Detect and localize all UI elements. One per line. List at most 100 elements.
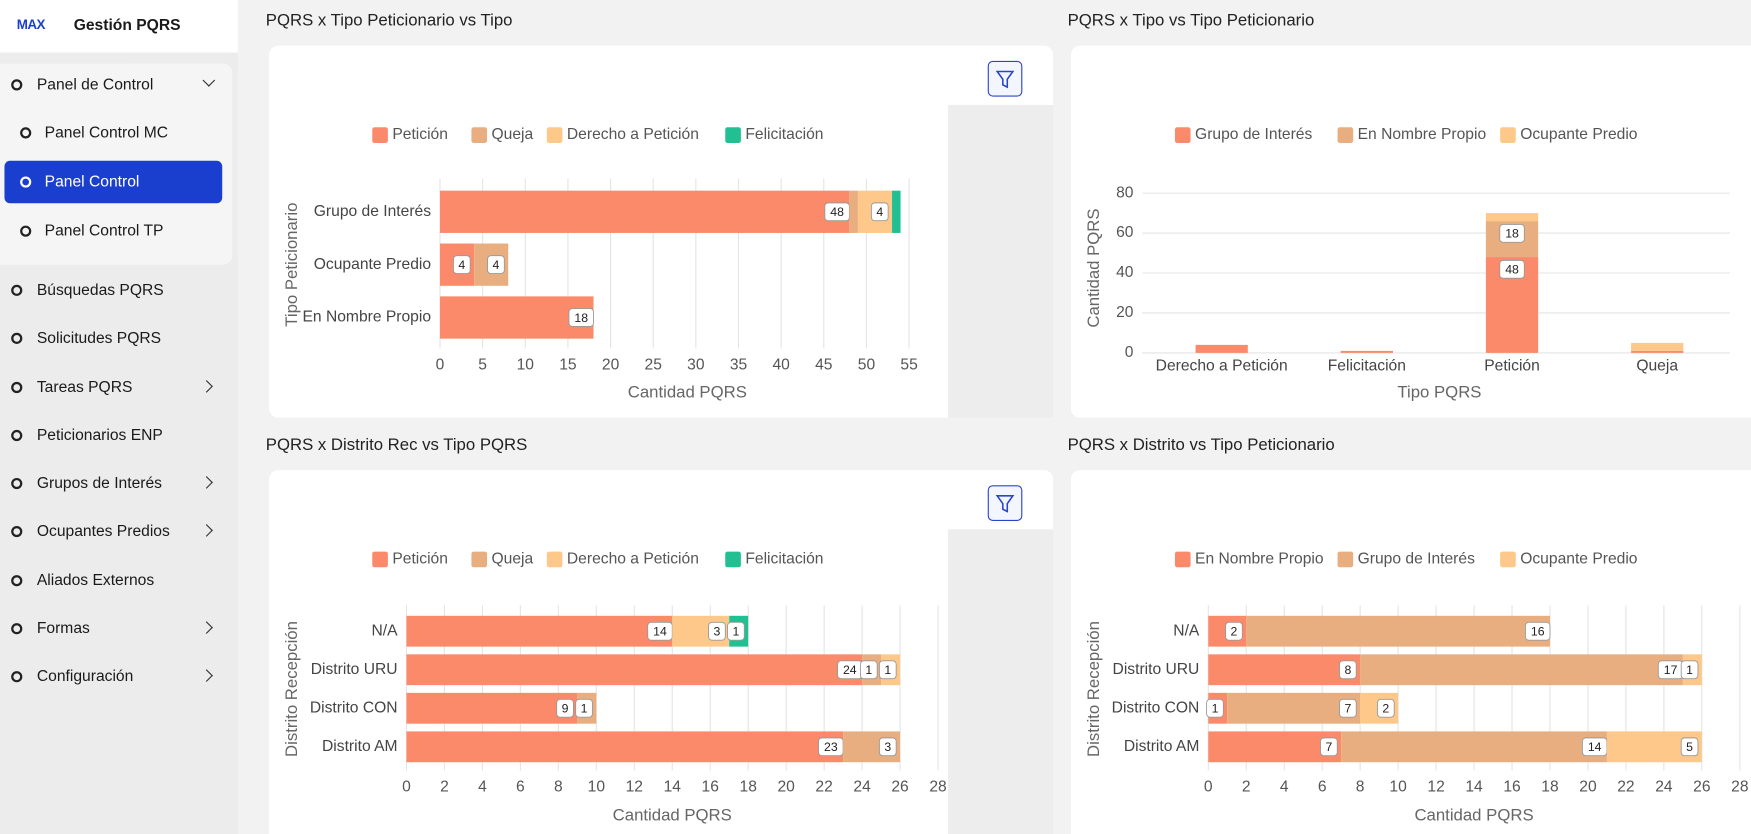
value-label-box — [708, 621, 726, 641]
x-tick-label: 20 — [777, 778, 795, 795]
logo: MAX — [16, 16, 46, 33]
menu-item[interactable]: Formas — [36, 618, 90, 637]
x-tick-label: Petición — [1484, 357, 1540, 374]
y-tick-label: Grupo de Interés — [314, 203, 431, 220]
side-panel — [948, 529, 1054, 834]
x-tick-label: 55 — [900, 356, 918, 373]
chart-title: PQRS x Distrito Rec vs Tipo PQRS — [266, 435, 528, 454]
x-tick-label: 6 — [516, 778, 525, 795]
menu-icon — [11, 622, 23, 635]
menu-icon — [11, 381, 23, 393]
menu-icon — [11, 284, 23, 296]
legend-swatch — [471, 127, 488, 143]
x-tick-label: 16 — [702, 778, 719, 795]
value-label: 17 — [1664, 663, 1678, 677]
menu-item[interactable]: Búsquedas PQRS — [36, 280, 164, 299]
menu-item[interactable]: Aliados Externos — [36, 570, 155, 588]
menu-icon — [20, 176, 32, 188]
chevron — [200, 379, 213, 393]
menu-icon — [11, 79, 23, 91]
value-label: 1 — [581, 702, 588, 716]
submenu-item[interactable]: Panel Control MC — [44, 122, 169, 141]
y-tick-label: Ocupante Predio — [314, 256, 432, 273]
legend-swatch — [1500, 551, 1516, 568]
y-tick-label: N/A — [372, 622, 399, 639]
menu-item[interactable]: Panel de Control — [36, 74, 154, 93]
value-label-box — [1524, 621, 1551, 641]
x-tick-label: 45 — [815, 356, 833, 373]
value-label: 4 — [458, 258, 465, 272]
x-tick-label: 22 — [815, 778, 832, 795]
bar-segment — [1195, 344, 1248, 353]
menu-icon — [11, 429, 23, 441]
legend-label: Petición — [392, 126, 448, 143]
filter-button[interactable] — [987, 60, 1023, 97]
y-tick-label: 60 — [1116, 224, 1134, 241]
value-label: 18 — [574, 311, 588, 325]
legend-label: En Nombre Propio — [1195, 551, 1324, 568]
value-label-box — [859, 660, 878, 680]
menu-item[interactable]: Peticionarios ENP — [36, 425, 163, 444]
x-tick-label: 2 — [1242, 778, 1251, 795]
x-tick-label: 10 — [517, 356, 535, 373]
x-tick-label: 4 — [1280, 778, 1289, 795]
y-tick-label: En Nombre Propio — [303, 309, 432, 326]
y-tick-label: 20 — [1116, 304, 1134, 321]
x-tick-label: 28 — [1731, 778, 1749, 795]
submenu-item[interactable]: Panel Control — [44, 171, 140, 190]
value-label-box — [575, 698, 593, 718]
bar-segment — [1208, 654, 1361, 686]
x-axis-label: Cantidad PQRS — [613, 806, 732, 825]
value-label-box — [824, 202, 850, 222]
menu-item[interactable]: Ocupantes Predios — [36, 521, 170, 540]
bar-segment — [849, 190, 858, 233]
legend-swatch — [546, 127, 563, 143]
bar-segment — [406, 692, 578, 724]
menu-item[interactable]: Configuración — [36, 666, 134, 685]
value-label-box — [1339, 698, 1357, 718]
x-tick-label: 25 — [645, 356, 663, 373]
card — [1070, 470, 1751, 834]
menu-item[interactable]: Grupos de Interés — [36, 473, 162, 492]
bar-segment — [1208, 731, 1342, 763]
value-label: 2 — [1382, 702, 1389, 716]
bar-segment — [1227, 692, 1361, 724]
x-tick-label: 12 — [626, 778, 643, 795]
menu-icon — [11, 526, 23, 538]
value-label: 9 — [562, 702, 569, 716]
value-label-box — [1206, 698, 1224, 718]
y-tick-label: Distrito AM — [1124, 738, 1200, 755]
y-axis-label: Cantidad PQRS — [1084, 208, 1103, 327]
value-label: 1 — [884, 663, 891, 677]
y-tick-label: Distrito AM — [322, 738, 398, 755]
x-tick-label: 6 — [1318, 778, 1327, 795]
menu-item[interactable]: Solicitudes PQRS — [36, 328, 162, 347]
menu-item[interactable]: Tareas PQRS — [36, 376, 133, 395]
y-tick-label: Distrito CON — [1112, 699, 1200, 716]
value-label: 7 — [1325, 740, 1332, 754]
x-tick-label: 2 — [440, 778, 449, 795]
value-label-box — [556, 698, 574, 718]
value-label: 24 — [843, 663, 857, 677]
value-label-box — [878, 737, 897, 757]
x-tick-label: 15 — [559, 356, 577, 373]
submenu-item[interactable]: Panel Control TP — [44, 221, 164, 239]
y-tick-label: Distrito URU — [311, 661, 398, 678]
value-label-box — [1225, 621, 1243, 641]
bar-segment — [439, 296, 594, 339]
chevron — [200, 669, 213, 682]
menu-icon — [11, 574, 23, 586]
chevron — [200, 476, 213, 489]
legend-label: Queja — [492, 551, 534, 568]
legend-swatch — [546, 551, 563, 568]
legend-label: Derecho a Petición — [567, 126, 699, 143]
x-tick-label: 10 — [588, 778, 606, 795]
legend-swatch — [1174, 127, 1191, 143]
value-label: 1 — [1686, 663, 1693, 677]
filter-button[interactable] — [987, 485, 1023, 521]
value-label: 8 — [1344, 663, 1351, 677]
bar-segment — [1246, 615, 1550, 647]
x-tick-label: 26 — [891, 778, 908, 795]
